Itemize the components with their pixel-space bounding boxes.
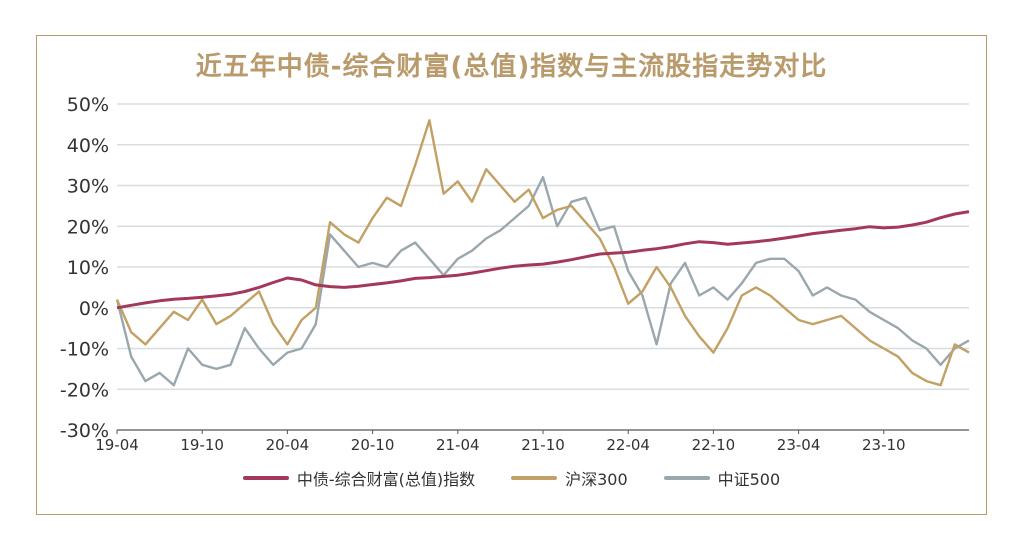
x-tick-label: 23-04	[777, 436, 821, 454]
x-tick-label: 19-10	[180, 436, 224, 454]
y-tick-label: 10%	[67, 257, 109, 279]
y-tick-label: -30%	[60, 420, 109, 442]
legend-item-csi300: 沪深300	[511, 466, 628, 490]
legend-label-csi300: 沪深300	[565, 470, 628, 489]
legend-item-bond-index: 中债-综合财富(总值)指数	[242, 466, 476, 490]
legend-swatch-csi300	[511, 476, 558, 480]
y-tick-label: 0%	[79, 298, 109, 320]
legend-label-bond-index: 中债-综合财富(总值)指数	[296, 470, 476, 489]
x-tick-label: 23-10	[862, 436, 906, 454]
x-tick-label: 22-04	[606, 436, 650, 454]
x-tick-label: 21-04	[436, 436, 480, 454]
y-tick-label: 30%	[67, 176, 109, 198]
x-tick-label: 19-04	[95, 436, 139, 454]
legend-item-csi500: 中证500	[663, 466, 781, 490]
y-tick-label: -20%	[60, 379, 109, 401]
y-tick-label: 50%	[67, 94, 109, 116]
y-tick-label: 40%	[67, 135, 109, 157]
legend-swatch-bond-index	[242, 476, 289, 480]
chart-frame: 近五年中债-综合财富(总值)指数与主流股指走势对比 50% 40% 30% 20% 10…	[36, 35, 987, 515]
line-chart: 50% 40% 30% 20% 10% 0% -10% -20% -30%19-04 19-10 2…	[60, 94, 970, 454]
series-line-csi300	[115, 119, 970, 387]
x-tick-label: 22-10	[692, 436, 736, 454]
legend-swatch-csi500	[663, 476, 710, 480]
chart-legend: 中债-综合财富(总值)指数 沪深300 中证500	[37, 466, 986, 490]
x-tick-label: 20-10	[351, 436, 395, 454]
series-line-bond-index	[116, 210, 970, 310]
chart-title: 近五年中债-综合财富(总值)指数与主流股指走势对比	[195, 52, 828, 82]
x-tick-label: 20-04	[266, 436, 310, 454]
legend-label-csi500: 中证500	[717, 470, 781, 489]
y-tick-label: -10%	[60, 339, 109, 361]
y-tick-label: 20%	[67, 216, 109, 238]
series-line-csi500	[115, 176, 970, 387]
x-tick-label: 21-10	[521, 436, 565, 454]
